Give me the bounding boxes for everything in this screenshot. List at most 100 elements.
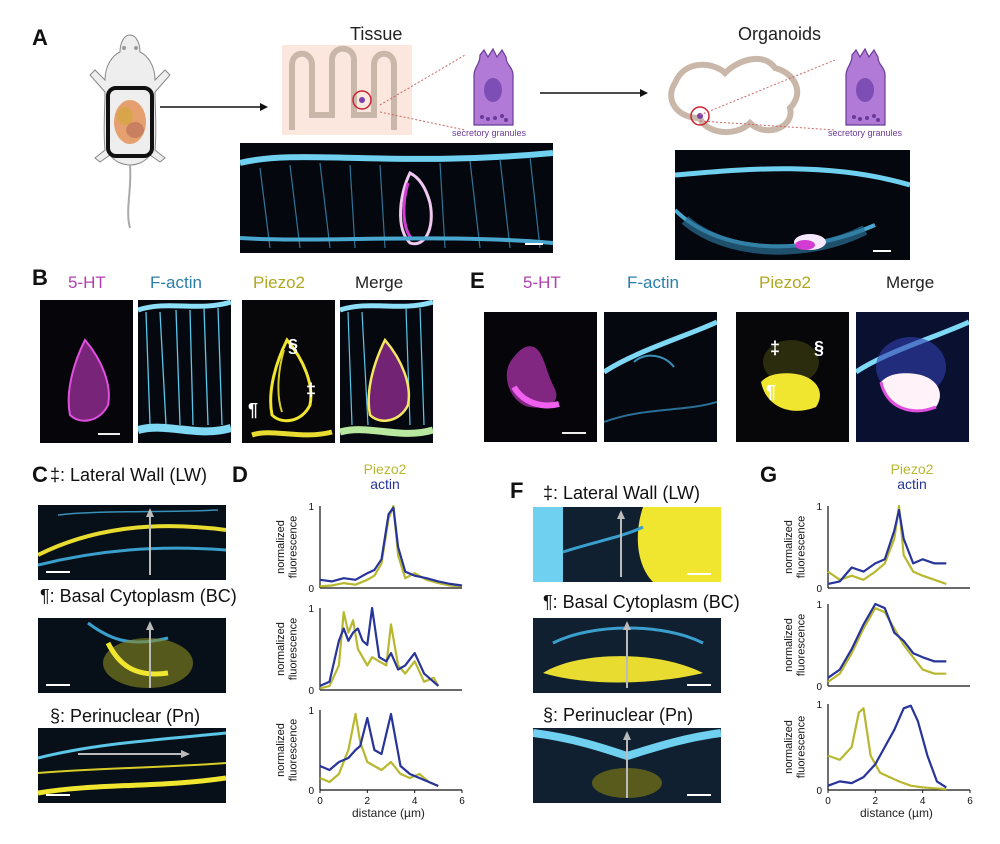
panel-g-xlabel: distance (µm) — [860, 806, 933, 820]
secretory-cell-illustration-tissue — [466, 45, 521, 130]
panel-f-title-lw: ‡: Lateral Wall (LW) — [543, 483, 701, 503]
granules-label-organoid: secretory granules — [828, 128, 903, 138]
panel-label-a: A — [32, 25, 48, 50]
panel-e-piezo2-image: ‡ § ¶ — [736, 312, 849, 442]
y-tick-label: 0 — [308, 686, 314, 697]
chart-d-basal-cytoplasm: 0 1 normalizedfluorescence — [252, 600, 477, 700]
panel-b-label-merge: Merge — [355, 273, 404, 292]
panel-c-bc-image — [38, 618, 226, 693]
secretory-cell-illustration-organoid — [838, 45, 893, 130]
chart-svg-G-1: 0 1 normalizedfluorescence — [783, 502, 970, 595]
x-tick-label: 0 — [825, 796, 831, 807]
mouse-illustration — [75, 30, 185, 230]
series-line-piezo2 — [319, 504, 463, 588]
series-line-actin — [827, 704, 947, 789]
series-line-piezo2 — [319, 712, 439, 788]
x-tick-label: 4 — [920, 796, 926, 807]
y-tick-label: 1 — [308, 604, 314, 615]
y-tick-label: 1 — [308, 706, 314, 717]
chart-g-lateral-wall: 0 1 normalizedfluorescence — [760, 498, 985, 598]
chart-svg-D-1: 0 1 normalizedfluorescence — [275, 502, 463, 595]
y-axis-label: normalizedfluorescence — [275, 719, 300, 781]
chart-svg-G-2: 0 1 normalizedfluorescence — [783, 600, 970, 693]
panel-label-c: C — [32, 462, 48, 487]
x-tick-label: 2 — [365, 796, 371, 807]
series-line-actin — [827, 509, 947, 585]
panel-c-title-pn: §: Perinuclear (Pn) — [50, 706, 201, 726]
tissue-micrograph — [240, 143, 553, 253]
x-tick-label: 0 — [317, 796, 323, 807]
y-axis-label: normalizedfluorescence — [275, 516, 300, 578]
organoids-title: Organoids — [738, 24, 822, 44]
panel-g-legend: Piezo2 actin — [882, 462, 942, 492]
chart-g-perinuclear: 0 1 0 2 4 6 normalizedfluorescence — [760, 696, 985, 812]
panel-e-merge-image — [856, 312, 969, 442]
y-tick-label: 1 — [816, 502, 822, 513]
panel-e-label-merge: Merge — [886, 273, 935, 292]
x-tick-label: 6 — [967, 796, 973, 807]
panel-f-title-bc: ¶: Basal Cytoplasm (BC) — [543, 592, 740, 612]
series-line-piezo2 — [319, 611, 440, 690]
chart-svg-D-3: 0 1 0 2 4 6 normalizedfluorescence — [275, 706, 465, 807]
panel-c-title-bc: ¶: Basal Cytoplasm (BC) — [40, 586, 237, 606]
series-line-actin — [827, 602, 947, 679]
y-axis-label: normalizedfluorescence — [783, 614, 808, 676]
panel-d-legend-actin: actin — [370, 476, 400, 492]
series-line-actin — [319, 606, 440, 687]
y-tick-label: 0 — [816, 786, 822, 797]
symbol-pilcrow-e: ¶ — [766, 382, 777, 402]
panel-d-legend-piezo2: Piezo2 — [363, 461, 407, 477]
y-tick-label: 1 — [816, 600, 822, 611]
zoom-lines-tissue — [379, 50, 470, 140]
panel-label-g: G — [760, 462, 778, 487]
panel-b-piezo2-image: § ‡ ¶ — [242, 300, 335, 443]
panel-label-d: D — [232, 462, 248, 487]
y-tick-label: 0 — [308, 786, 314, 797]
series-line-piezo2 — [827, 504, 947, 585]
symbol-section-e: § — [814, 338, 825, 358]
panel-b-factin-image — [138, 300, 231, 443]
panel-d-xlabel: distance (µm) — [352, 806, 425, 820]
panel-b-label-piezo2: Piezo2 — [253, 273, 305, 292]
y-tick-label: 1 — [308, 502, 314, 513]
y-tick-label: 1 — [816, 700, 822, 711]
panel-b-label-5ht: 5-HT — [68, 273, 106, 292]
chart-d-perinuclear: 0 1 0 2 4 6 normalizedfluorescence — [252, 702, 477, 812]
chart-svg-D-2: 0 1 normalizedfluorescence — [275, 604, 462, 697]
symbol-dagger-e: ‡ — [770, 338, 781, 358]
panel-e-label-5ht: 5-HT — [523, 273, 561, 292]
panel-b-merge-image — [340, 300, 433, 443]
symbol-section-b: § — [288, 336, 299, 356]
y-axis-label: normalizedfluorescence — [275, 618, 300, 680]
y-axis-label: normalizedfluorescence — [783, 716, 808, 778]
x-tick-label: 2 — [873, 796, 879, 807]
panel-g-legend-actin: actin — [897, 476, 927, 492]
series-line-piezo2 — [827, 607, 947, 683]
zoom-lines-organoid — [699, 55, 840, 135]
x-tick-label: 6 — [459, 796, 465, 807]
x-tick-label: 4 — [412, 796, 418, 807]
panel-d-legend: Piezo2 actin — [355, 462, 415, 492]
panel-f-lw-image — [533, 507, 721, 582]
symbol-dagger-b: ‡ — [306, 380, 317, 400]
series-line-piezo2 — [827, 707, 947, 791]
panel-e-factin-image — [604, 312, 717, 442]
tissue-villi-illustration — [282, 45, 412, 135]
panel-c-pn-image — [38, 728, 226, 803]
y-tick-label: 0 — [308, 584, 314, 595]
y-tick-label: 0 — [816, 584, 822, 595]
arrow-to-tissue — [160, 100, 270, 112]
panel-f-title-pn: §: Perinuclear (Pn) — [543, 705, 694, 725]
chart-d-lateral-wall: 0 1 normalizedfluorescence — [252, 498, 477, 598]
y-tick-label: 0 — [816, 682, 822, 693]
panel-e-5ht-image — [484, 312, 597, 442]
panel-f-bc-image — [533, 618, 721, 693]
chart-svg-G-3: 0 1 0 2 4 6 normalizedfluorescence — [783, 700, 973, 807]
series-line-actin — [319, 712, 439, 788]
chart-g-basal-cytoplasm: 0 1 normalizedfluorescence — [760, 596, 985, 696]
organoid-micrograph — [675, 150, 910, 260]
panel-label-b: B — [32, 265, 48, 290]
panel-c-lw-image — [38, 505, 226, 580]
panel-e-label-piezo2: Piezo2 — [759, 273, 811, 292]
panel-label-e: E — [470, 268, 485, 293]
